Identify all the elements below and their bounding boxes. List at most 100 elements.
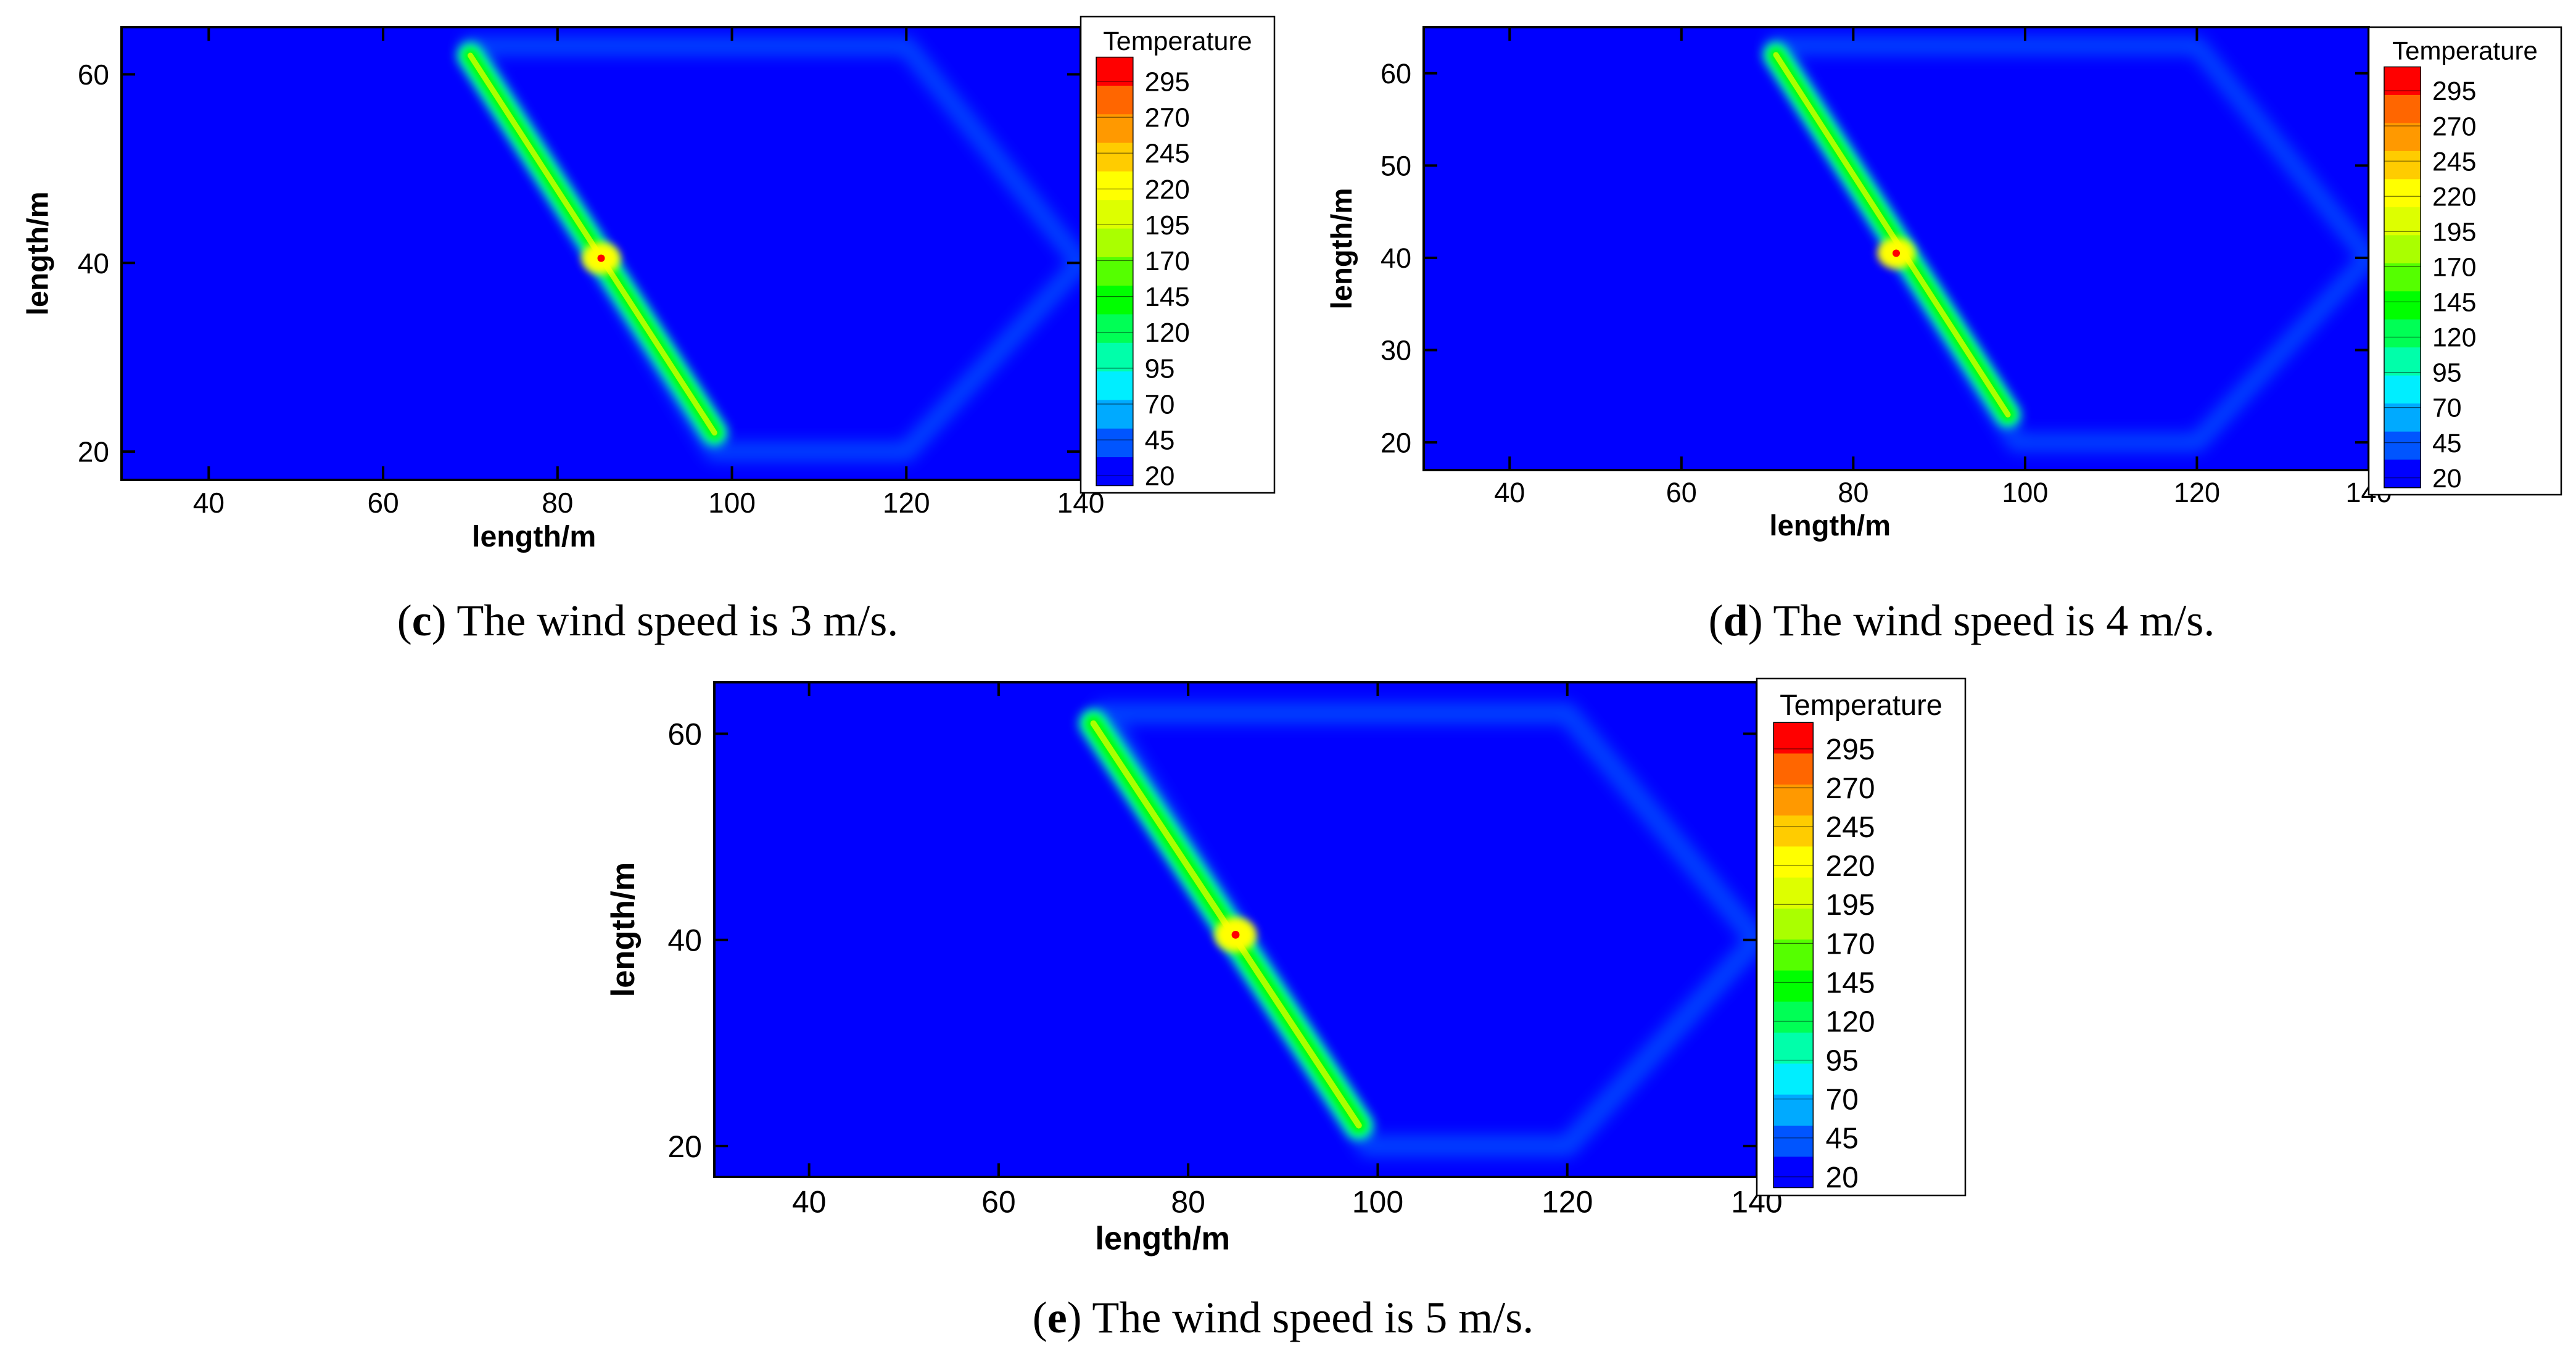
legend-level-label: 20 (1826, 1162, 1859, 1194)
y-tick-label: 20 (1381, 427, 1411, 458)
legend-color-band (1773, 1157, 1814, 1189)
legend-level-label: 45 (1826, 1123, 1859, 1155)
caption-letter: e (1047, 1293, 1067, 1342)
legend-color-band (1773, 1094, 1814, 1126)
legend-color-band (1096, 371, 1133, 401)
x-tick-label: 60 (1666, 477, 1697, 508)
caption-text: The wind speed is 4 m/s. (1773, 596, 2215, 645)
legend-color-band (1773, 939, 1814, 972)
fire-line-core (467, 52, 717, 436)
legend-color-band (1773, 970, 1814, 1002)
legend-level-label: 95 (2432, 358, 2462, 388)
y-tick-label: 20 (667, 1129, 702, 1164)
x-axis-title: length/m (1769, 510, 1891, 542)
legend-color-band (2384, 460, 2421, 489)
legend-level-label: 195 (2432, 217, 2476, 247)
legend-level-label: 20 (1145, 461, 1175, 492)
legend-level-label: 270 (2432, 112, 2476, 141)
legend-level-label: 145 (1145, 282, 1190, 312)
x-tick-label: 60 (981, 1185, 1016, 1220)
caption-letter: c (412, 596, 432, 645)
caption-open-paren: ( (1033, 1293, 1047, 1342)
legend-color-band (1773, 846, 1814, 878)
y-tick-label: 40 (1381, 242, 1411, 274)
panel-caption: (c) The wind speed is 3 m/s. (397, 596, 899, 645)
legend-color-band (1096, 457, 1133, 487)
y-tick-label: 60 (1381, 58, 1411, 89)
legend-level-label: 245 (1826, 811, 1875, 844)
legend-color-band (1096, 85, 1133, 115)
y-tick-label: 20 (78, 436, 109, 468)
legend-level-label: 145 (1826, 967, 1875, 999)
hotspot (1893, 249, 1900, 257)
x-tick-label: 80 (1171, 1185, 1205, 1220)
legend-color-band (1773, 753, 1814, 785)
panel-caption: (d) The wind speed is 4 m/s. (1709, 596, 2215, 645)
legend-title: Temperature (1780, 688, 1942, 721)
legend-color-band (1096, 171, 1133, 200)
x-tick-label: 100 (708, 487, 756, 519)
legend-level-label: 145 (2432, 288, 2476, 318)
legend-level-label: 295 (2432, 76, 2476, 106)
caption-text: The wind speed is 5 m/s. (1092, 1293, 1534, 1342)
panel-d: 4060801001201402030405060length/mlength/… (1326, 26, 2562, 645)
x-tick-label: 80 (542, 487, 573, 519)
legend-level-label: 195 (1826, 889, 1875, 922)
legend-level-label: 45 (1145, 426, 1175, 456)
legend-color-band (1773, 784, 1814, 816)
panel-e: 40 60 80 100 120 140204060length/mlength/mTem… (605, 677, 1967, 1342)
x-tick-label: 80 (1838, 477, 1868, 508)
y-axis-title: length/m (605, 862, 642, 997)
x-tick-label: 40 (792, 1185, 827, 1220)
legend-colorbar-frame (1773, 722, 1814, 1189)
panel-caption: (e) The wind speed is 5 m/s. (1033, 1293, 1534, 1342)
legend-level-label: 295 (1826, 733, 1875, 766)
legend-level-label: 120 (1826, 1005, 1875, 1038)
legend-color-band (2384, 263, 2421, 292)
legend-color-band (1096, 428, 1133, 458)
legend-color-band (1773, 908, 1814, 940)
fire-line-core (1773, 52, 2011, 418)
legend-color-band (1096, 114, 1133, 144)
y-tick-label: 50 (1381, 151, 1411, 182)
heatmap-field (1762, 35, 2369, 453)
legend-level-label: 170 (1826, 928, 1875, 960)
legend-color-band (1773, 815, 1814, 847)
caption-open-paren: ( (397, 596, 412, 645)
legend-color-band (1096, 400, 1133, 429)
y-tick-label: 30 (1381, 335, 1411, 366)
legend-title: Temperature (2392, 36, 2538, 65)
legend-level-label: 45 (2432, 429, 2462, 458)
legend-color-band (2384, 291, 2421, 320)
legend-color-band (2384, 151, 2421, 180)
caption-close-paren: ) (432, 596, 457, 645)
y-axis-title: length/m (1326, 188, 1358, 310)
y-tick-label: 60 (78, 59, 109, 91)
legend-color-band (2384, 207, 2421, 236)
legend-level-label: 220 (1826, 850, 1875, 883)
heatmap-field (456, 36, 1081, 462)
x-tick-label: 100 (1352, 1185, 1403, 1220)
legend-level-label: 20 (2432, 464, 2462, 493)
legend-level-label: 245 (2432, 147, 2476, 176)
caption-text: The wind speed is 3 m/s. (456, 596, 898, 645)
legend-title: Temperature (1103, 27, 1252, 56)
x-tick-label: 40 (1494, 477, 1525, 508)
x-tick-label: 40 (193, 487, 225, 519)
legend-color-band (2384, 319, 2421, 348)
y-tick-label: 40 (78, 247, 109, 279)
legend-level-label: 170 (1145, 246, 1190, 276)
heatmap-field (1078, 702, 1757, 1157)
x-tick-label: 120 (883, 487, 930, 519)
legend-color-band (1773, 877, 1814, 909)
legend-level-label: 95 (1826, 1045, 1859, 1078)
y-tick-label: 40 (667, 923, 702, 958)
legend-color-band (2384, 431, 2421, 460)
y-axis-title: length/m (21, 191, 54, 315)
caption-close-paren: ) (1748, 596, 1773, 645)
legend-color-band (2384, 179, 2421, 208)
legend-color-band (1096, 286, 1133, 315)
legend-level-label: 70 (1826, 1084, 1859, 1116)
legend-level-label: 195 (1145, 210, 1190, 241)
